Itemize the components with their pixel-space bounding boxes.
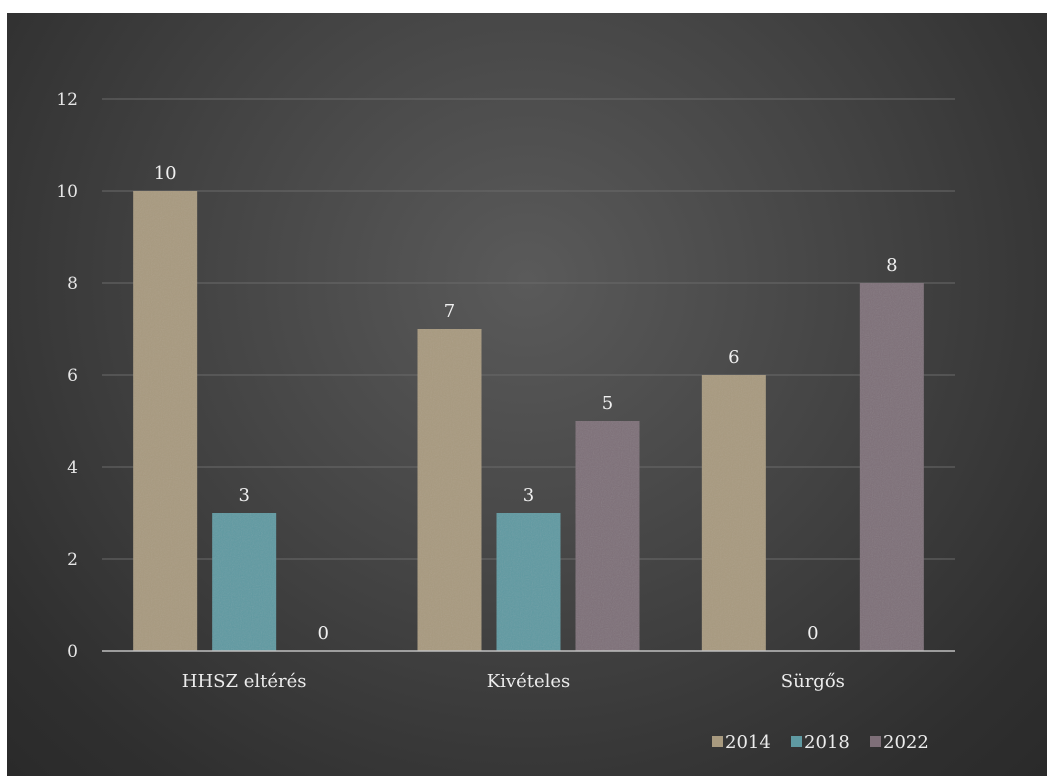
chart-area: 0 2 4 6 8 10 12 10 3 0 7 3 5 6 0 8 HHSZ eltérés Kivétel… xyxy=(7,13,1047,776)
data-label: 0 xyxy=(807,623,818,644)
y-tick-label: 12 xyxy=(56,90,78,110)
y-tick-label: 0 xyxy=(67,642,78,662)
x-tick-label: Sürgős xyxy=(781,671,845,692)
data-label: 3 xyxy=(238,485,249,506)
legend-swatch-2018 xyxy=(791,736,802,747)
bar-2014-1 xyxy=(133,191,198,651)
data-label: 3 xyxy=(523,485,534,506)
y-tick-label: 6 xyxy=(67,366,78,386)
bar-chart: 0 2 4 6 8 10 12 10 3 0 7 3 5 6 0 8 HHSZ eltérés Kivétel… xyxy=(56,90,955,753)
bar-2018-2 xyxy=(496,513,561,651)
legend-label: 2018 xyxy=(804,732,850,753)
y-tick-label: 2 xyxy=(67,550,78,570)
bar-2022-2 xyxy=(575,421,640,651)
data-label: 6 xyxy=(728,347,739,368)
bar-2022-3 xyxy=(859,283,924,651)
legend-label: 2014 xyxy=(725,732,771,753)
x-axis-tick-labels: HHSZ eltérés Kivételes Sürgős xyxy=(182,671,845,692)
x-tick-label: Kivételes xyxy=(487,671,571,692)
bar-2014-3 xyxy=(701,375,766,651)
bar-2018-1 xyxy=(212,513,277,651)
data-label: 7 xyxy=(444,301,455,322)
data-labels: 10 3 0 7 3 5 6 0 8 xyxy=(154,163,898,644)
data-label: 10 xyxy=(154,163,177,184)
x-tick-label: HHSZ eltérés xyxy=(182,671,307,692)
legend-swatch-2014 xyxy=(712,736,723,747)
bars xyxy=(133,191,924,651)
data-label: 8 xyxy=(886,255,897,276)
legend-label: 2022 xyxy=(883,732,929,753)
gridlines xyxy=(102,98,955,560)
bar-2014-2 xyxy=(417,329,482,651)
y-tick-label: 4 xyxy=(67,458,78,478)
data-label: 5 xyxy=(602,393,613,414)
y-tick-label: 10 xyxy=(56,182,78,202)
y-axis-tick-labels: 0 2 4 6 8 10 12 xyxy=(56,90,78,662)
legend-swatch-2022 xyxy=(870,736,881,747)
y-tick-label: 8 xyxy=(67,274,78,294)
legend: 2014 2018 2022 xyxy=(712,732,929,753)
data-label: 0 xyxy=(317,623,328,644)
